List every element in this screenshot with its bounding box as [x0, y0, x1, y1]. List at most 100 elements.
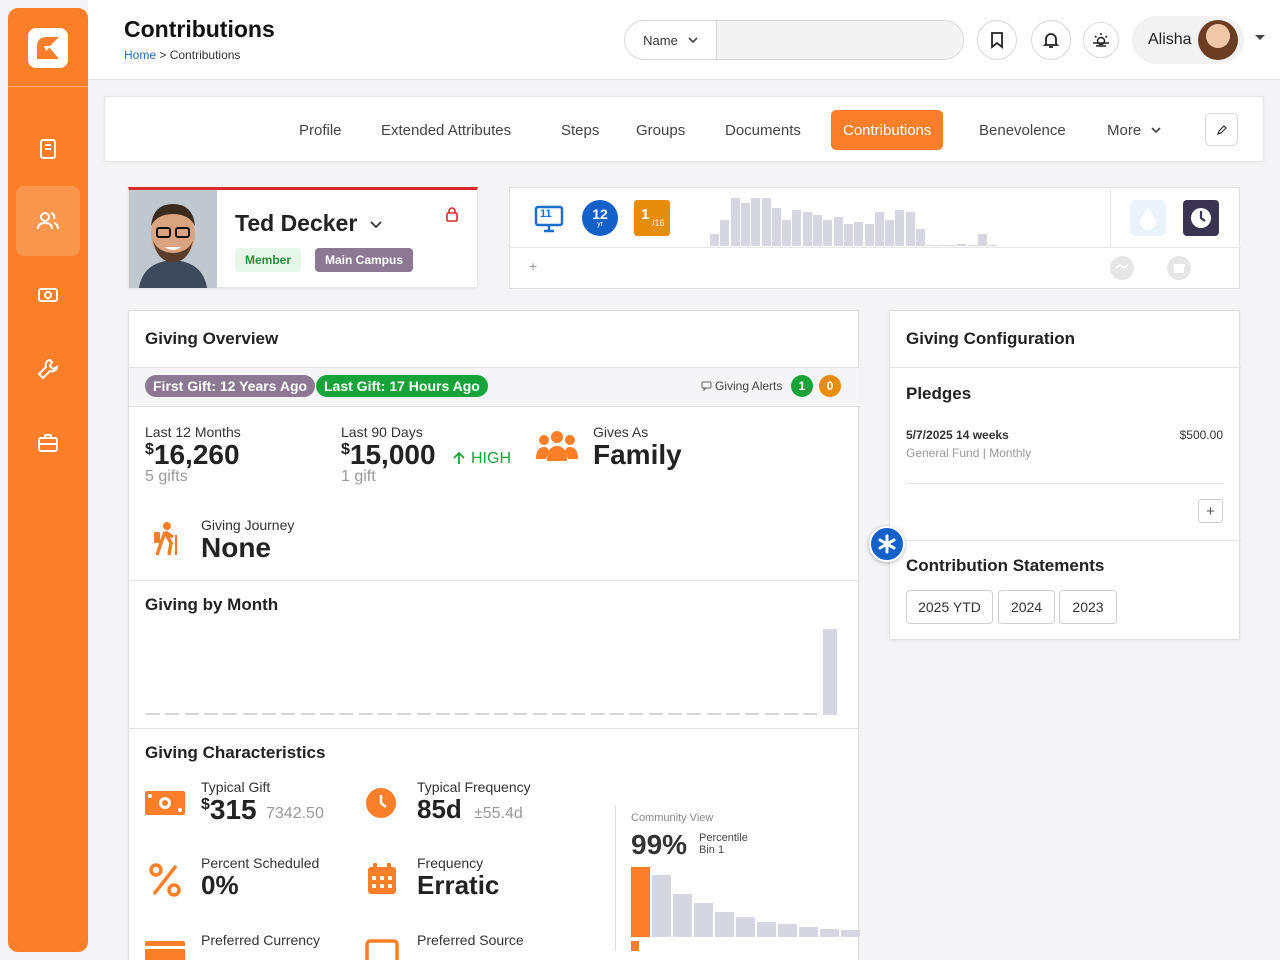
month-bar[interactable] — [358, 713, 373, 715]
tab-extended-attributes[interactable]: Extended Attributes — [381, 121, 512, 139]
month-bar[interactable] — [552, 713, 566, 715]
month-bar[interactable] — [706, 713, 721, 715]
pledge-date[interactable]: 5/7/2025 14 weeks — [906, 428, 1009, 442]
sidebar-item-admin[interactable] — [16, 408, 80, 478]
bookmark-icon — [991, 32, 1003, 49]
month-bar[interactable] — [629, 713, 644, 715]
divider — [129, 367, 860, 368]
month-bar[interactable] — [590, 713, 605, 715]
month-bar[interactable] — [165, 713, 180, 715]
month-bar[interactable] — [184, 713, 199, 715]
month-bar[interactable] — [822, 629, 837, 715]
handshake-badge[interactable] — [1110, 256, 1134, 280]
breadcrumb-home[interactable]: Home — [124, 48, 157, 62]
tab-contributions[interactable]: Contributions — [831, 110, 944, 150]
tab-profile[interactable]: Profile — [299, 121, 342, 139]
percent-icon — [149, 863, 181, 897]
month-bar[interactable] — [455, 713, 470, 715]
percent-scheduled-label: Percent Scheduled — [201, 855, 320, 871]
month-bar[interactable] — [223, 713, 238, 715]
sidebar-item-finance[interactable] — [16, 260, 80, 330]
month-bar[interactable] — [668, 713, 682, 715]
attendance-badge[interactable]: 1 /16 — [634, 200, 670, 236]
month-bar[interactable] — [784, 713, 798, 715]
add-pledge-button[interactable]: + — [1198, 499, 1223, 523]
tab-documents[interactable]: Documents — [725, 121, 801, 139]
breadcrumb-current: Contributions — [169, 48, 241, 62]
month-bar[interactable] — [571, 713, 586, 715]
contribution-statements-title: Contribution Statements — [906, 556, 1105, 575]
edit-tabs-button[interactable] — [1205, 113, 1238, 146]
pencil-icon — [1216, 124, 1227, 135]
user-menu-caret-icon[interactable] — [1254, 34, 1266, 42]
statement-2024-button[interactable]: 2024 — [998, 590, 1055, 624]
statement-2025-ytd-button[interactable]: 2025 YTD — [906, 590, 993, 624]
chevron-down-icon[interactable] — [370, 221, 382, 229]
month-bar[interactable] — [320, 713, 334, 715]
user-menu[interactable]: Alisha — [1132, 16, 1244, 64]
month-bar[interactable] — [436, 713, 450, 715]
distribution-bar — [820, 928, 839, 937]
tab-benevolence[interactable]: Benevolence — [979, 121, 1066, 139]
tab-groups[interactable]: Groups — [636, 121, 686, 139]
years-badge[interactable]: 12 yr — [582, 200, 618, 236]
sidebar-item-admin-tools[interactable] — [16, 334, 80, 404]
tab-more-label: More — [1107, 121, 1142, 139]
month-bar[interactable] — [204, 713, 218, 715]
month-bar[interactable] — [803, 713, 818, 715]
divider — [890, 540, 1241, 541]
sidebar-item-tools[interactable] — [16, 114, 80, 184]
giving-alerts-label[interactable]: Giving Alerts — [715, 379, 783, 393]
badges-bar: 11 12 yr 1 /16 + — [509, 187, 1241, 289]
person-name[interactable]: Ted Decker — [235, 210, 382, 237]
month-bar[interactable] — [494, 713, 508, 715]
monitor-icon[interactable] — [534, 204, 564, 234]
month-bar[interactable] — [378, 713, 392, 715]
search-scope-select[interactable]: Name — [625, 21, 717, 59]
gift-badge[interactable] — [1167, 256, 1191, 280]
last-90-days-value: $15,000 — [341, 439, 436, 471]
month-bar[interactable] — [474, 713, 489, 715]
month-bar[interactable] — [648, 713, 663, 715]
notifications-button[interactable] — [1031, 20, 1071, 60]
month-bar[interactable] — [397, 713, 412, 715]
search-input[interactable] — [717, 21, 963, 59]
page-title: Contributions — [124, 16, 275, 42]
giving-configuration-panel: Giving Configuration Pledges 5/7/2025 14… — [889, 310, 1241, 640]
tab-steps[interactable]: Steps — [561, 121, 600, 139]
giving-characteristics-title: Giving Characteristics — [145, 743, 326, 762]
month-bar[interactable] — [532, 713, 547, 715]
month-bar[interactable] — [146, 713, 160, 715]
help-marker[interactable] — [869, 526, 905, 562]
month-bar[interactable] — [262, 713, 276, 715]
bookmark-button[interactable] — [977, 20, 1017, 60]
sparkline-bar — [813, 214, 822, 246]
month-bar[interactable] — [687, 713, 702, 715]
giving-by-month-chart — [145, 629, 841, 715]
attendance-sparkline — [710, 198, 1000, 246]
month-bar[interactable] — [242, 713, 257, 715]
statement-2023-button[interactable]: 2023 — [1059, 590, 1117, 624]
theme-toggle-button[interactable] — [1083, 22, 1119, 58]
add-badge-button[interactable]: + — [529, 258, 538, 274]
sparkline-bar — [823, 219, 833, 246]
month-bar[interactable] — [339, 713, 354, 715]
month-bar[interactable] — [513, 713, 528, 715]
sidebar-item-people[interactable] — [16, 186, 80, 256]
baptism-badge[interactable] — [1130, 200, 1166, 236]
month-bar[interactable] — [764, 713, 779, 715]
giving-alerts-green-count[interactable]: 1 — [791, 375, 813, 397]
month-bar[interactable] — [281, 713, 296, 715]
typical-gift-amount: 315 — [209, 794, 257, 825]
logo[interactable] — [28, 28, 68, 68]
pledge-frequency: Monthly — [989, 446, 1032, 460]
history-badge[interactable] — [1183, 200, 1219, 236]
month-bar[interactable] — [416, 713, 431, 715]
month-bar[interactable] — [745, 713, 760, 715]
tab-more[interactable]: More — [1095, 110, 1173, 150]
month-bar[interactable] — [610, 713, 624, 715]
month-bar[interactable] — [726, 713, 740, 715]
month-bar[interactable] — [300, 713, 315, 715]
badge-divider-vertical — [1110, 188, 1111, 247]
giving-alerts-orange-count[interactable]: 0 — [819, 375, 841, 397]
